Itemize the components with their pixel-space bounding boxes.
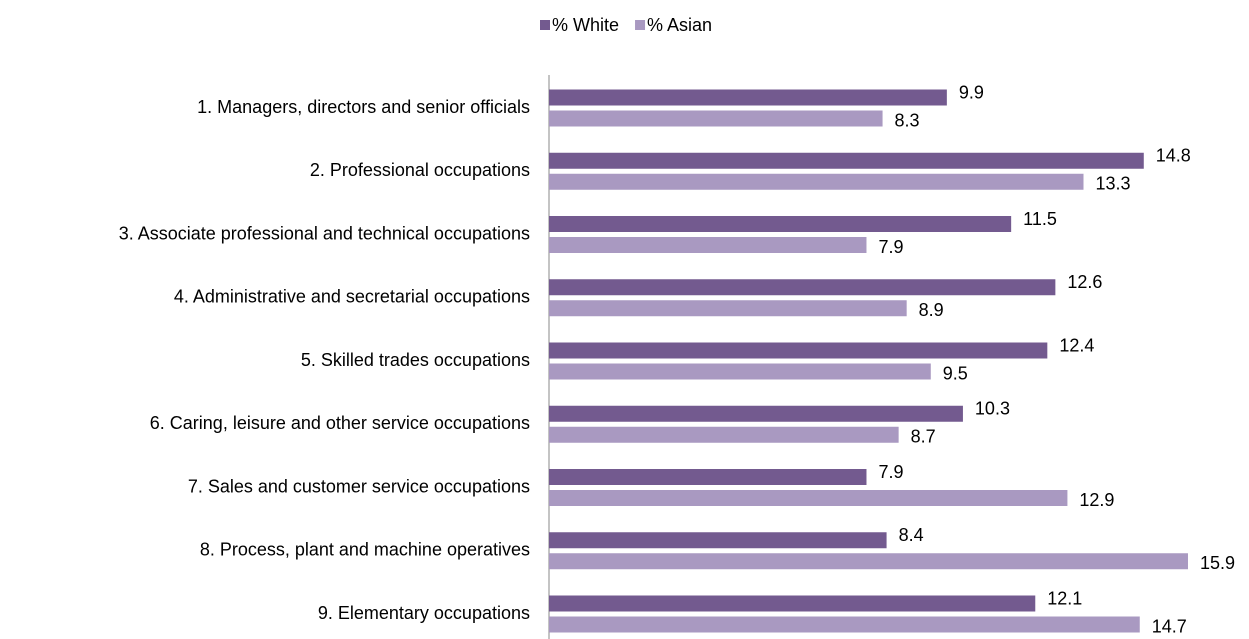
- bar: [549, 595, 1036, 612]
- data-label: 8.7: [911, 427, 936, 447]
- bar: [549, 300, 907, 317]
- data-label: 7.9: [878, 237, 903, 257]
- data-label: 13.3: [1095, 174, 1130, 194]
- bar: [549, 279, 1056, 296]
- y-tick-label: 4. Administrative and secretarial occupa…: [174, 287, 530, 307]
- data-label: 11.5: [1023, 209, 1057, 229]
- bar: [549, 553, 1188, 570]
- data-label: 9.5: [943, 363, 968, 383]
- data-label: 12.1: [1047, 588, 1082, 608]
- bar: [549, 110, 883, 127]
- y-tick-label: 6. Caring, leisure and other service occ…: [150, 413, 530, 433]
- data-label: 7.9: [878, 462, 903, 482]
- data-label: 14.8: [1156, 146, 1191, 166]
- bar: [549, 89, 947, 106]
- data-label: 14.7: [1152, 616, 1187, 636]
- bar: [549, 363, 931, 380]
- y-tick-label: 1. Managers, directors and senior offici…: [197, 97, 530, 117]
- bar: [549, 426, 899, 443]
- bar: [549, 405, 963, 422]
- legend-swatch: [635, 20, 646, 30]
- data-label: 9.9: [959, 82, 984, 102]
- bar: [549, 216, 1012, 232]
- data-label: 12.6: [1067, 272, 1102, 292]
- legend-swatch: [540, 20, 550, 30]
- data-label: 12.4: [1059, 335, 1094, 355]
- bar: [549, 469, 867, 485]
- bar: [549, 152, 1144, 169]
- y-tick-label: 5. Skilled trades occupations: [301, 350, 530, 370]
- bar: [549, 173, 1084, 190]
- data-label: 8.9: [919, 300, 944, 320]
- bar: [549, 342, 1048, 359]
- bar: [549, 237, 867, 253]
- y-tick-label: 7. Sales and customer service occupation…: [188, 476, 530, 496]
- bar: [549, 490, 1068, 506]
- data-label: 8.4: [899, 525, 924, 545]
- y-tick-label: 3. Associate professional and technical …: [119, 223, 530, 243]
- y-tick-label: 8. Process, plant and machine operatives: [200, 540, 530, 560]
- bar: [549, 532, 887, 549]
- legend-label: % White: [552, 15, 619, 35]
- legend-label: % Asian: [647, 15, 712, 35]
- y-tick-label: 9. Elementary occupations: [318, 603, 530, 623]
- bar: [549, 616, 1140, 633]
- data-label: 10.3: [975, 399, 1010, 419]
- data-label: 12.9: [1079, 490, 1114, 510]
- data-label: 15.9: [1200, 553, 1235, 573]
- data-label: 8.3: [895, 110, 920, 130]
- y-tick-label: 2. Professional occupations: [310, 160, 530, 180]
